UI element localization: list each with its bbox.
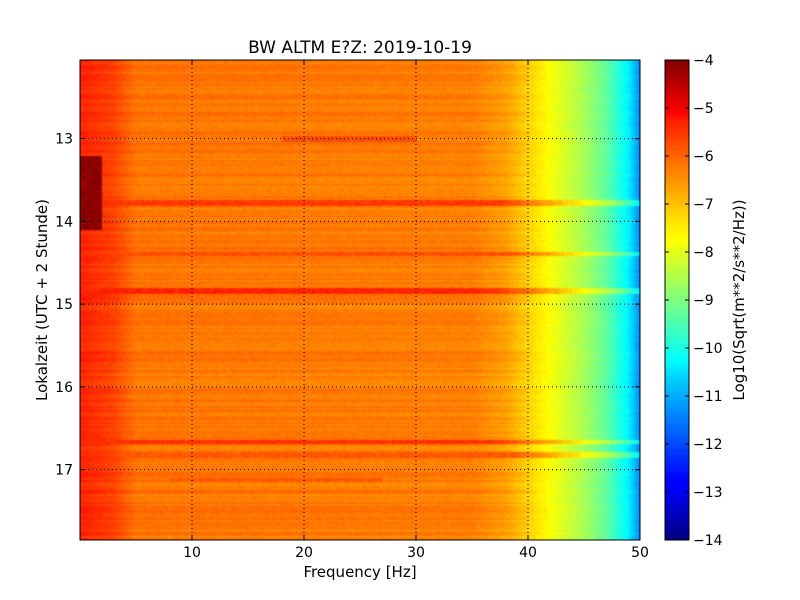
x-tick-label: 30	[407, 545, 425, 561]
x-tick-label: 10	[183, 545, 201, 561]
y-tick-label: 16	[55, 380, 73, 396]
plot-area: 10 20 30 40 50 13 14 15 16 17	[55, 59, 649, 561]
x-axis-label: Frequency [Hz]	[303, 563, 416, 581]
colorbar-tick-label: −13	[693, 485, 723, 501]
colorbar-tick-label: −6	[693, 149, 714, 165]
x-tick-label: 20	[295, 545, 313, 561]
colorbar-tick-label: −7	[693, 197, 714, 213]
colorbar-ticks: −4 −5 −6 −7 −8 −9 −10 −11 −12 −13 −14	[665, 53, 723, 549]
y-axis: 13 14 15 16 17	[55, 132, 640, 479]
grid-lines	[80, 60, 640, 540]
plot-frame	[79, 59, 641, 541]
colorbar-tick-label: −10	[693, 341, 723, 357]
colorbar-tick-label: −8	[693, 245, 714, 261]
colorbar-label: Log10(Sqrt(m**2/s**2/Hz))	[730, 199, 748, 400]
chart-title: BW ALTM E?Z: 2019-10-19	[248, 38, 472, 58]
colorbar-tick-label: −9	[693, 293, 714, 309]
x-tick-label: 50	[631, 545, 649, 561]
x-axis: 10 20 30 40 50	[183, 60, 649, 561]
x-tick-label: 40	[519, 545, 537, 561]
colorbar-tick-label: −4	[693, 53, 714, 69]
y-tick-label: 13	[55, 132, 73, 148]
colorbar-tick-label: −14	[693, 533, 723, 549]
y-tick-label: 17	[55, 463, 73, 479]
colorbar-tick-label: −11	[693, 389, 723, 405]
heatmap-image	[80, 60, 640, 540]
y-tick-label: 14	[55, 214, 73, 230]
colorbar: −4 −5 −6 −7 −8 −9 −10 −11 −12 −13 −14 Log10(Sqrt(m…	[664, 53, 748, 549]
colorbar-tick-label: −12	[693, 437, 723, 453]
colorbar-tick-label: −5	[693, 101, 714, 117]
y-tick-label: 15	[55, 297, 73, 313]
y-axis-label: Lokalzeit (UTC + 2 Stunde)	[33, 199, 51, 401]
